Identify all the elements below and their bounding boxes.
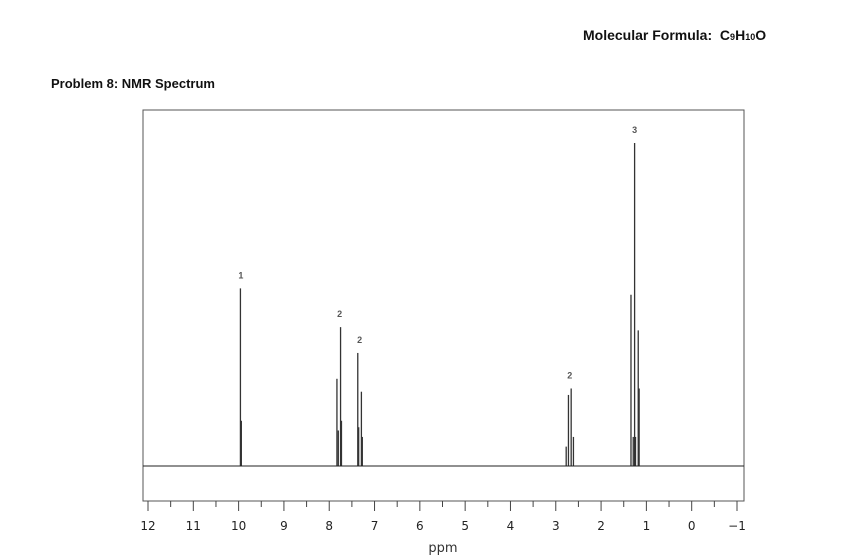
x-tick-label: 6 <box>416 519 424 533</box>
x-tick-label: 11 <box>186 519 201 533</box>
x-tick-label: 2 <box>597 519 605 533</box>
x-tick-label: 10 <box>231 519 246 533</box>
formula-count-h: 10 <box>745 32 756 42</box>
formula-element-o: O <box>755 27 767 43</box>
formula-element-c: C <box>719 27 731 43</box>
integration-label: 2 <box>567 370 572 380</box>
x-axis-ticks: 12 11 10 9 8 7 6 5 4 3 2 1 0 −1 <box>140 501 746 533</box>
x-tick-label: 7 <box>371 519 379 533</box>
integration-label: 2 <box>357 335 362 345</box>
x-tick-label: 4 <box>507 519 515 533</box>
integration-labels: 1 2 2 2 3 <box>238 125 637 380</box>
problem-title: Problem 8: NMR Spectrum <box>51 76 215 91</box>
plot-frame <box>142 109 745 502</box>
formula-element-h: H <box>735 27 746 43</box>
x-tick-label: 12 <box>140 519 155 533</box>
x-tick-label: 1 <box>643 519 651 533</box>
integration-label: 3 <box>632 125 637 135</box>
x-axis-title: ppm <box>428 541 457 556</box>
x-tick-label: 5 <box>461 519 469 533</box>
formula-label: Molecular Formula: <box>583 27 713 43</box>
x-tick-label: −1 <box>728 519 746 533</box>
x-tick-label: 9 <box>280 519 288 533</box>
formula-count-c: 9 <box>730 32 736 42</box>
integration-label: 1 <box>238 270 243 280</box>
x-tick-label: 8 <box>325 519 333 533</box>
molecular-formula: Molecular Formula: C9H10O <box>583 27 766 43</box>
peaks-layer <box>239 143 640 466</box>
integration-label: 2 <box>337 309 342 319</box>
x-tick-label: 0 <box>688 519 696 533</box>
x-tick-label: 3 <box>552 519 560 533</box>
